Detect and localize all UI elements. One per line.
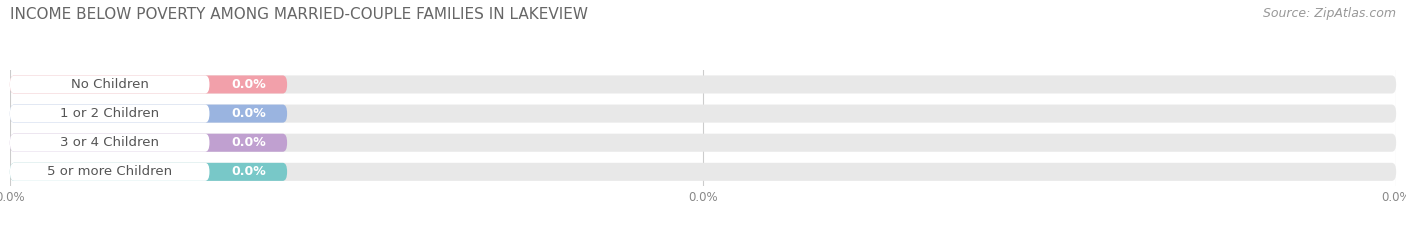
Text: 0.0%: 0.0% [232, 107, 266, 120]
Text: 1 or 2 Children: 1 or 2 Children [60, 107, 159, 120]
Text: Source: ZipAtlas.com: Source: ZipAtlas.com [1263, 7, 1396, 20]
Text: 0.0%: 0.0% [232, 136, 266, 149]
FancyBboxPatch shape [10, 163, 287, 181]
FancyBboxPatch shape [10, 105, 1396, 123]
FancyBboxPatch shape [10, 163, 209, 181]
FancyBboxPatch shape [10, 75, 1396, 93]
FancyBboxPatch shape [10, 134, 287, 152]
FancyBboxPatch shape [10, 75, 287, 93]
FancyBboxPatch shape [10, 105, 287, 123]
FancyBboxPatch shape [10, 75, 209, 93]
Text: 3 or 4 Children: 3 or 4 Children [60, 136, 159, 149]
FancyBboxPatch shape [10, 163, 1396, 181]
FancyBboxPatch shape [10, 134, 209, 152]
FancyBboxPatch shape [10, 134, 1396, 152]
Text: 0.0%: 0.0% [232, 165, 266, 178]
Text: 0.0%: 0.0% [232, 78, 266, 91]
Text: INCOME BELOW POVERTY AMONG MARRIED-COUPLE FAMILIES IN LAKEVIEW: INCOME BELOW POVERTY AMONG MARRIED-COUPL… [10, 7, 588, 22]
FancyBboxPatch shape [10, 105, 209, 123]
Text: No Children: No Children [70, 78, 149, 91]
Text: 5 or more Children: 5 or more Children [46, 165, 172, 178]
